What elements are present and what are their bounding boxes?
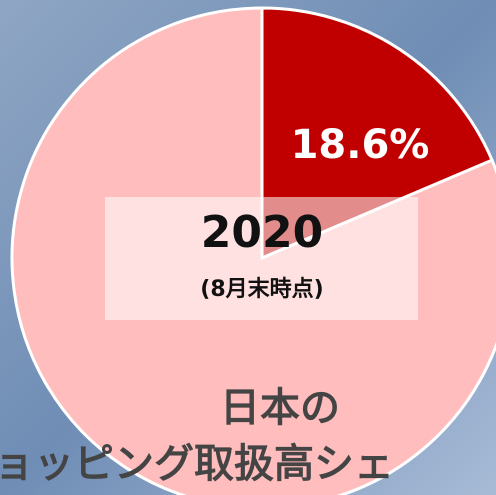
pie-slice xyxy=(260,6,495,261)
note-label: (8月末時点) xyxy=(200,276,323,302)
title-line2: ョッピング取扱高シェ xyxy=(0,441,394,487)
label-box xyxy=(105,197,418,320)
value-label: 18.6% xyxy=(291,122,430,168)
title-line1: 日本の xyxy=(220,385,340,431)
year-label: 2020 xyxy=(201,207,323,258)
